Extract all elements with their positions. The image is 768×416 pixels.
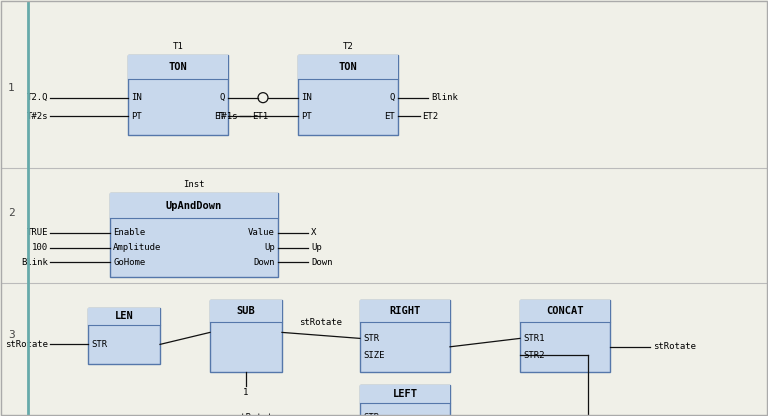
Bar	[128, 55, 228, 79]
Text: SUB: SUB	[237, 306, 256, 316]
Text: T#2s: T#2s	[27, 112, 48, 121]
Text: SIZE: SIZE	[363, 351, 385, 360]
Text: 2: 2	[8, 208, 15, 218]
Bar	[520, 300, 610, 322]
Text: ET: ET	[384, 112, 395, 121]
Bar	[88, 308, 160, 325]
Text: 1: 1	[243, 388, 249, 397]
Text: IN: IN	[301, 93, 312, 102]
Text: 1: 1	[8, 83, 15, 93]
Text: stRotate: stRotate	[5, 340, 48, 349]
Text: PT: PT	[301, 112, 312, 121]
Text: LEFT: LEFT	[392, 389, 418, 399]
Bar	[298, 55, 398, 135]
Text: Amplitude: Amplitude	[113, 243, 161, 252]
Text: stRotate: stRotate	[300, 318, 343, 327]
Text: LEN: LEN	[114, 312, 134, 322]
Text: IN: IN	[131, 93, 142, 102]
Text: UpAndDown: UpAndDown	[166, 201, 222, 210]
Text: STR: STR	[363, 413, 379, 416]
Text: Down: Down	[311, 258, 333, 267]
Text: Blink: Blink	[22, 258, 48, 267]
Bar	[298, 55, 398, 79]
Text: GoHome: GoHome	[113, 258, 145, 267]
Bar	[360, 385, 450, 403]
Text: T#1s: T#1s	[217, 112, 238, 121]
Text: 100: 100	[32, 243, 48, 252]
Text: ET2: ET2	[422, 112, 438, 121]
Text: TON: TON	[169, 62, 187, 72]
Text: STR2: STR2	[523, 351, 545, 360]
Text: X: X	[311, 228, 316, 238]
Bar	[110, 193, 278, 218]
Text: Enable: Enable	[113, 228, 145, 238]
Text: Up: Up	[311, 243, 322, 252]
Bar	[360, 300, 450, 322]
Text: Q: Q	[389, 93, 395, 102]
Text: stRotate: stRotate	[653, 342, 696, 351]
Text: T2.Q: T2.Q	[27, 93, 48, 102]
Text: STR1: STR1	[523, 334, 545, 343]
Text: PT: PT	[131, 112, 142, 121]
Text: CONCAT: CONCAT	[546, 306, 584, 316]
Text: T1: T1	[173, 42, 184, 51]
Text: Q: Q	[220, 93, 225, 102]
Text: Value: Value	[248, 228, 275, 238]
Text: ET: ET	[214, 112, 225, 121]
Text: Inst: Inst	[184, 180, 205, 189]
Bar	[88, 308, 160, 364]
Text: T2: T2	[343, 42, 353, 51]
Text: 3: 3	[8, 330, 15, 340]
Bar	[360, 385, 450, 416]
Text: TRUE: TRUE	[27, 228, 48, 238]
Bar	[520, 300, 610, 372]
Text: ET1: ET1	[252, 112, 268, 121]
Bar	[110, 193, 278, 277]
Text: TON: TON	[339, 62, 357, 72]
Text: STR: STR	[363, 334, 379, 343]
Text: Down: Down	[253, 258, 275, 267]
Text: RIGHT: RIGHT	[389, 306, 421, 316]
Text: Blink: Blink	[431, 93, 458, 102]
Bar	[360, 300, 450, 372]
Bar	[210, 300, 282, 372]
Text: Up: Up	[264, 243, 275, 252]
Text: STR: STR	[91, 340, 107, 349]
Bar	[210, 300, 282, 322]
Bar	[128, 55, 228, 135]
Text: stRotate: stRotate	[235, 413, 278, 416]
